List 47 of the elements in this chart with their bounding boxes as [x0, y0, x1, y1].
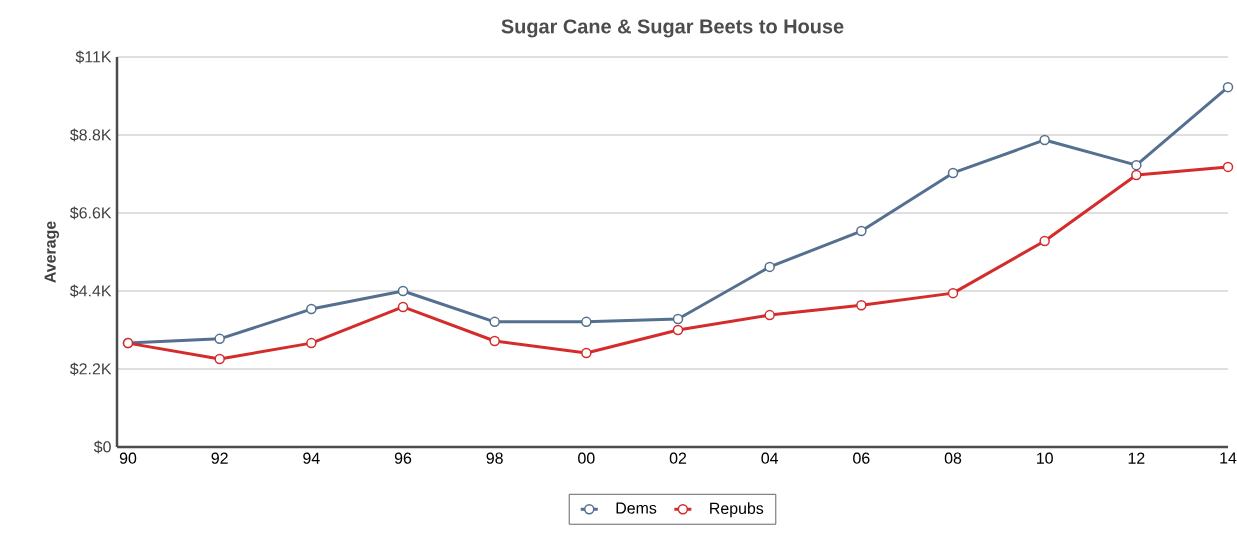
x-tick-label: 90	[119, 452, 137, 464]
y-axis-title: Average	[44, 221, 59, 283]
legend-label: Repubs	[710, 502, 764, 518]
point	[397, 285, 409, 297]
x-tick-label: 00	[578, 452, 595, 464]
point	[1039, 235, 1050, 247]
x-tick-label: 12	[1128, 452, 1145, 464]
y-tick-label: $8.8K	[70, 128, 112, 142]
point	[1039, 134, 1050, 146]
point	[856, 225, 867, 237]
point	[214, 333, 225, 345]
point	[947, 167, 959, 179]
point	[856, 299, 867, 311]
x-tick-label: 98	[486, 452, 503, 464]
y-tick-label: $6.6K	[70, 206, 112, 220]
point	[581, 347, 592, 359]
point	[397, 301, 409, 313]
point	[306, 303, 317, 315]
x-tick-label: 08	[944, 452, 962, 464]
point	[947, 287, 959, 299]
x-tick-label: 10	[1037, 452, 1053, 464]
chart-title: Sugar Cane & Sugar Beets to House	[501, 19, 844, 38]
point	[672, 324, 684, 336]
x-tick-label: 14	[1220, 452, 1237, 464]
point	[489, 316, 500, 328]
x-tick-label: 94	[303, 452, 320, 464]
point	[489, 335, 500, 347]
y-tick-label: $2.2K	[70, 362, 112, 376]
point	[672, 313, 684, 325]
x-tick-label: 04	[761, 452, 779, 464]
x-tick-label: 96	[394, 452, 412, 464]
point	[1222, 161, 1234, 173]
legend-label: Dems	[616, 502, 657, 514]
point	[1131, 169, 1142, 181]
x-tick-label: 06	[853, 452, 870, 464]
y-tick-label: $11K	[75, 50, 112, 64]
point	[306, 337, 317, 349]
y-tick-label: $4.4K	[70, 284, 112, 298]
point	[1222, 81, 1234, 93]
x-tick-label: 92	[211, 452, 228, 464]
x-tick-label: 02	[669, 452, 687, 464]
point	[581, 316, 592, 328]
point	[764, 309, 775, 321]
point	[214, 353, 225, 365]
point	[764, 261, 775, 273]
point	[1131, 159, 1142, 171]
y-tick-label: $0	[93, 440, 111, 454]
